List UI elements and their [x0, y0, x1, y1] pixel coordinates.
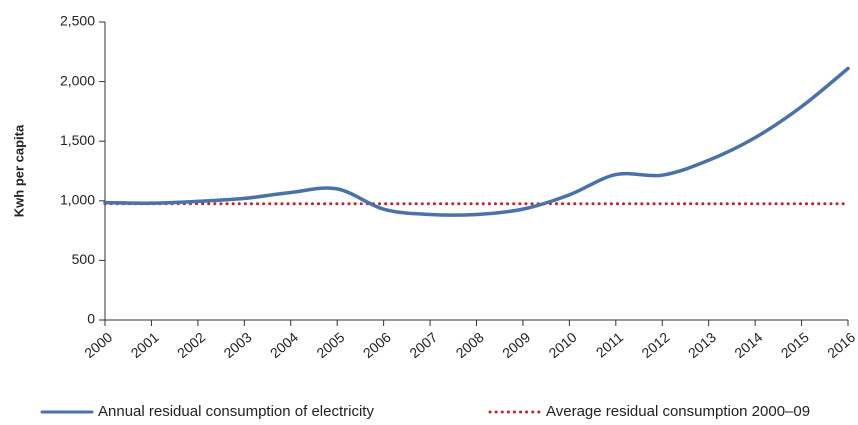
x-tick-label: 2007	[406, 329, 440, 361]
x-tick-label: 2002	[174, 329, 208, 361]
x-tick-label: 2014	[731, 329, 765, 361]
y-tick-label: 500	[72, 251, 96, 267]
x-tick-label: 2008	[453, 329, 487, 361]
y-tick-label: 2,500	[60, 13, 95, 29]
x-tick-label: 2003	[220, 329, 254, 361]
x-tick-label: 2011	[593, 329, 627, 361]
x-tick-label: 2001	[128, 329, 162, 361]
y-tick-label: 0	[87, 311, 95, 327]
x-tick-label: 2004	[267, 329, 301, 361]
x-tick-label: 2012	[638, 329, 672, 361]
x-tick-label: 2016	[824, 329, 858, 361]
series-line	[103, 66, 850, 217]
y-tick-label: 2,000	[60, 72, 95, 88]
x-tick-label: 2005	[313, 329, 347, 361]
x-tick-label: 2006	[360, 329, 394, 361]
x-tick-label: 2015	[778, 329, 812, 361]
y-tick-label: 1,500	[60, 132, 95, 148]
x-tick-label: 2009	[499, 329, 533, 361]
y-axis-label: Kwh per capita	[11, 124, 26, 217]
x-tick-label: 2010	[546, 329, 580, 361]
legend-label: Annual residual consumption of electrici…	[98, 403, 374, 420]
x-tick-label: 2013	[685, 329, 719, 361]
x-tick-label: 2000	[81, 329, 115, 361]
legend-label: Average residual consumption 2000–09	[546, 403, 810, 420]
y-tick-label: 1,000	[60, 192, 95, 208]
